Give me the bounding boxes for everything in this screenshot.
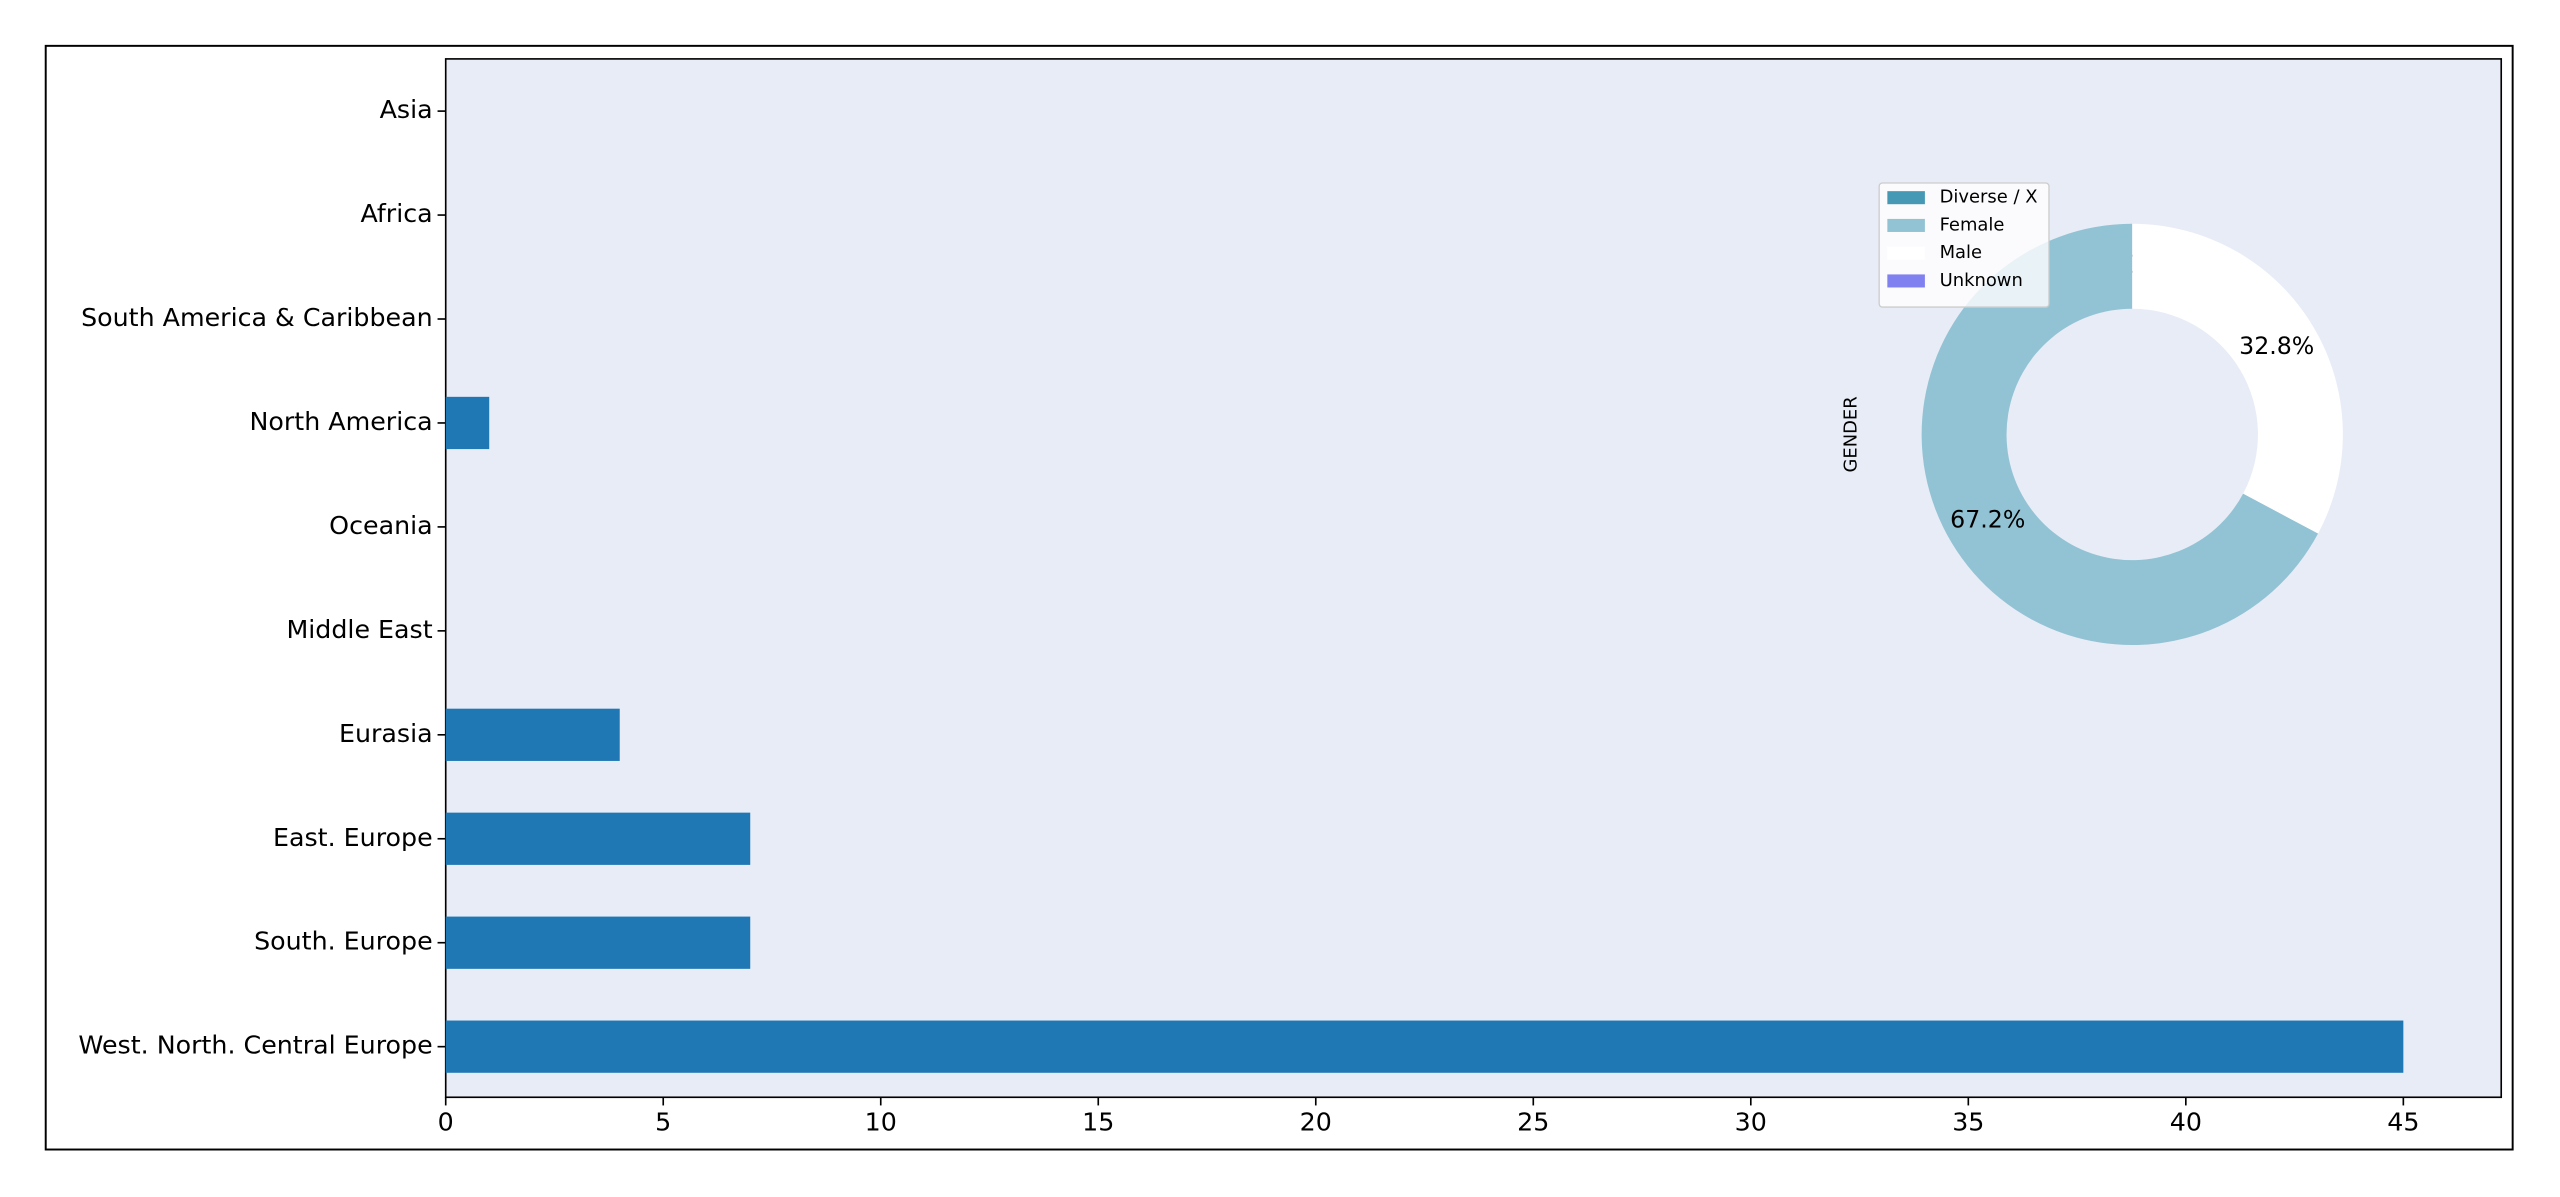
y-tick-label: South America & Caribbean [81, 303, 433, 332]
legend-swatch [1887, 246, 1925, 260]
y-tick-label: Oceania [329, 511, 432, 540]
y-tick-label: Africa [360, 199, 432, 228]
legend-swatch [1887, 218, 1925, 232]
pie-value-label: 67.2% [1950, 506, 2025, 534]
legend-label: Female [1940, 214, 2005, 235]
legend-label: Unknown [1940, 270, 2023, 291]
y-tick-label: Asia [380, 95, 433, 124]
x-tick-label: 30 [1735, 1107, 1767, 1136]
pie-ylabel: GENDER [1840, 396, 1861, 472]
y-tick-label: Eurasia [339, 719, 433, 748]
x-tick-label: 45 [2387, 1107, 2419, 1136]
x-tick-label: 5 [655, 1107, 671, 1136]
legend-label: Male [1940, 242, 1983, 263]
pie-wedge [1921, 223, 2319, 646]
x-tick-label: 25 [1517, 1107, 1549, 1136]
pie-value-label: 32.8% [2239, 332, 2314, 360]
y-tick-label: South. Europe [254, 927, 433, 956]
y-tick-label: North America [249, 407, 432, 436]
legend-swatch [1887, 274, 1925, 288]
bar [445, 812, 751, 865]
bar [445, 916, 751, 969]
x-tick-label: 20 [1300, 1107, 1332, 1136]
x-tick-label: 40 [2170, 1107, 2202, 1136]
bar [445, 396, 490, 450]
y-tick-label: East. Europe [273, 823, 433, 852]
y-tick-label: Middle East [286, 615, 432, 644]
x-tick-label: 15 [1082, 1107, 1114, 1136]
y-tick-label: West. North. Central Europe [78, 1031, 432, 1060]
x-tick-label: 35 [1952, 1107, 1984, 1136]
bar [445, 708, 620, 761]
pie-wedge [2132, 223, 2343, 534]
x-tick-label: 10 [865, 1107, 897, 1136]
bar [445, 1020, 2404, 1073]
legend-swatch [1887, 191, 1925, 205]
x-tick-label: 0 [438, 1107, 454, 1136]
legend-label: Diverse / X [1940, 187, 2038, 208]
